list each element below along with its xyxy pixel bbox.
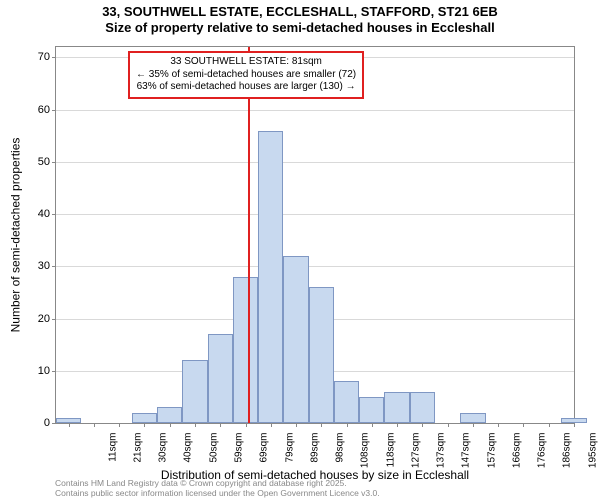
ytick-mark [52, 371, 56, 372]
plot-area: 01020304050607011sqm21sqm30sqm40sqm50sqm… [55, 46, 575, 424]
ytick-mark [52, 423, 56, 424]
ytick-label: 50 [38, 156, 50, 168]
ytick-label: 30 [38, 260, 50, 272]
xtick-mark [372, 423, 373, 427]
xtick-label: 195sqm [587, 433, 598, 477]
annotation-line3: 63% of semi-detached houses are larger (… [136, 81, 356, 94]
ytick-label: 10 [38, 365, 50, 377]
annotation-box: 33 SOUTHWELL ESTATE: 81sqm ← 35% of semi… [128, 51, 364, 99]
histogram-bar [460, 413, 485, 423]
histogram-bar [309, 287, 334, 423]
y-axis-label: Number of semi-detached properties [8, 46, 22, 424]
histogram-bar [410, 392, 435, 423]
xtick-mark [195, 423, 196, 427]
xtick-mark [246, 423, 247, 427]
xtick-mark [473, 423, 474, 427]
xtick-mark [523, 423, 524, 427]
xtick-mark [549, 423, 550, 427]
histogram-bar [384, 392, 409, 423]
ytick-label: 20 [38, 313, 50, 325]
gridline [56, 214, 574, 215]
xtick-mark [574, 423, 575, 427]
title-line2: Size of property relative to semi-detach… [0, 20, 600, 36]
xtick-mark [498, 423, 499, 427]
xtick-mark [448, 423, 449, 427]
histogram-bar [258, 131, 283, 423]
histogram-bar [208, 334, 233, 423]
xtick-mark [397, 423, 398, 427]
ytick-mark [52, 266, 56, 267]
reference-line [248, 47, 250, 423]
xtick-mark [144, 423, 145, 427]
xtick-mark [321, 423, 322, 427]
gridline [56, 110, 574, 111]
chart-title: 33, SOUTHWELL ESTATE, ECCLESHALL, STAFFO… [0, 4, 600, 37]
ytick-label: 70 [38, 51, 50, 63]
xtick-mark [94, 423, 95, 427]
histogram-bar [233, 277, 258, 423]
xtick-mark [296, 423, 297, 427]
ytick-label: 40 [38, 208, 50, 220]
gridline [56, 266, 574, 267]
annotation-line2: ← 35% of semi-detached houses are smalle… [136, 69, 356, 82]
ytick-label: 0 [44, 417, 50, 429]
xtick-mark [220, 423, 221, 427]
ytick-label: 60 [38, 104, 50, 116]
xtick-mark [422, 423, 423, 427]
xtick-mark [271, 423, 272, 427]
histogram-bar [157, 407, 182, 423]
histogram-bar [359, 397, 384, 423]
xtick-mark [170, 423, 171, 427]
annotation-line1: 33 SOUTHWELL ESTATE: 81sqm [136, 56, 356, 69]
histogram-bar [283, 256, 308, 423]
chart-container: 33, SOUTHWELL ESTATE, ECCLESHALL, STAFFO… [0, 0, 600, 500]
ytick-mark [52, 319, 56, 320]
gridline [56, 162, 574, 163]
ytick-mark [52, 110, 56, 111]
histogram-bar [334, 381, 359, 423]
ytick-mark [52, 162, 56, 163]
footer-line2: Contains public sector information licen… [55, 489, 380, 498]
attribution-footer: Contains HM Land Registry data © Crown c… [55, 479, 380, 498]
xtick-mark [69, 423, 70, 427]
ytick-mark [52, 214, 56, 215]
xtick-mark [119, 423, 120, 427]
ytick-mark [52, 57, 56, 58]
histogram-bar [132, 413, 157, 423]
xtick-mark [347, 423, 348, 427]
histogram-bar [182, 360, 207, 423]
title-line1: 33, SOUTHWELL ESTATE, ECCLESHALL, STAFFO… [0, 4, 600, 20]
